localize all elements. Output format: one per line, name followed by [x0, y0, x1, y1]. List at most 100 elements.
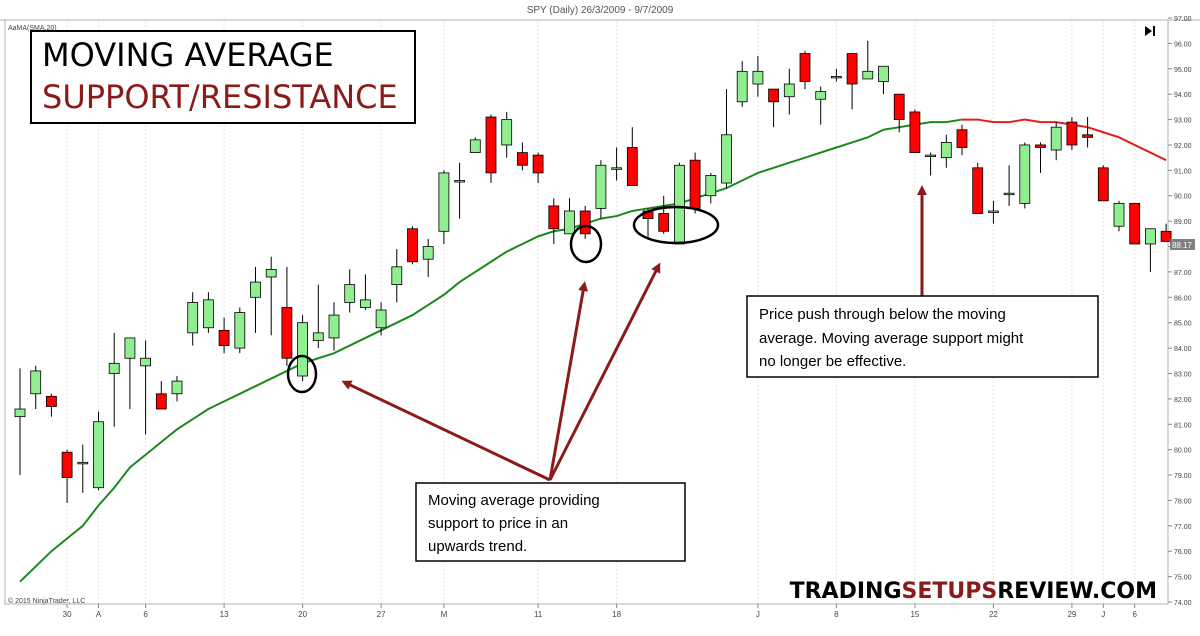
break-note-line-1: Price push through below the moving — [759, 306, 1006, 323]
candle — [344, 269, 356, 313]
candle — [359, 274, 371, 310]
y-tick-label: 90.00 — [1174, 194, 1192, 201]
candle-body-up — [705, 175, 717, 197]
candle-body-down — [626, 147, 638, 186]
candle — [579, 205, 591, 239]
candle — [768, 88, 779, 128]
y-tick-label: 82.00 — [1174, 397, 1192, 404]
y-tick-label: 91.00 — [1174, 168, 1192, 175]
candle — [422, 238, 434, 277]
candle-body-down — [658, 213, 670, 232]
arrow-to-ellipse-2 — [548, 281, 589, 481]
candle-body-up — [108, 362, 120, 374]
candle — [689, 152, 701, 214]
support-note-line-2: support to price in an — [428, 515, 568, 532]
candle-body-down — [1082, 134, 1093, 138]
x-tick-label: J — [756, 610, 760, 619]
candle — [1035, 142, 1046, 173]
candle-body-up — [501, 119, 513, 146]
candle-body-up — [862, 70, 874, 80]
candle-body-down — [1160, 230, 1172, 242]
candle — [1129, 202, 1141, 245]
candle — [940, 134, 952, 168]
candle — [1113, 200, 1125, 232]
candle — [705, 172, 717, 204]
candle-body-up — [30, 370, 42, 395]
candle — [752, 56, 764, 97]
y-tick-label: 80.00 — [1174, 448, 1192, 455]
y-tick-label: 96.00 — [1174, 41, 1192, 48]
candle-body-down — [893, 93, 905, 120]
candle-body-up — [988, 210, 999, 213]
candle-body-down — [1129, 202, 1141, 245]
candle — [407, 226, 418, 265]
annotation-arrows — [341, 185, 927, 482]
x-tick-label: 6 — [143, 610, 148, 619]
candle-body-up — [93, 421, 104, 489]
support-note-line-3: upwards trend. — [428, 538, 527, 555]
candle-body-down — [1066, 121, 1078, 146]
candle — [438, 170, 450, 244]
candle — [1019, 142, 1031, 209]
candle — [815, 86, 827, 125]
candle — [30, 365, 42, 410]
candle-body-up — [438, 172, 450, 232]
candle — [1097, 165, 1109, 202]
candle — [155, 381, 167, 410]
candle — [250, 266, 261, 333]
candle-body-down — [548, 205, 560, 230]
candle-body-up — [878, 65, 889, 82]
highlight-ellipse-1 — [286, 354, 318, 394]
candle — [674, 162, 685, 245]
candle — [218, 317, 230, 354]
y-tick-label: 76.00 — [1174, 549, 1192, 556]
arrow-to-ellipse-1 — [341, 380, 551, 482]
candle — [485, 114, 497, 184]
candle — [517, 142, 528, 171]
candle — [878, 65, 889, 95]
candle — [46, 393, 57, 417]
title-line-2: SUPPORT/RESISTANCE — [42, 78, 398, 116]
x-tick-label: 11 — [534, 610, 543, 619]
candle — [1050, 122, 1062, 161]
candle — [77, 444, 89, 493]
candle — [391, 249, 403, 303]
candle-body-down — [768, 88, 779, 103]
candle-body-up — [1050, 126, 1062, 151]
candle-body-up — [234, 312, 246, 349]
support-note: Moving average providing support to pric… — [415, 482, 686, 562]
indicator-label: AaMA(SMA,20) — [8, 25, 57, 32]
candle-body-down — [155, 393, 167, 410]
chart-header-title: SPY (Daily) 26/3/2009 - 9/7/2009 — [527, 5, 674, 16]
candle-body-up — [1019, 144, 1031, 204]
x-tick-label: 8 — [834, 610, 839, 619]
candle-body-up — [721, 134, 732, 184]
y-tick-label: 87.00 — [1174, 270, 1192, 277]
support-note-line-1: Moving average providing — [428, 492, 600, 509]
candle — [909, 109, 921, 153]
candle — [548, 198, 560, 244]
candle-body-down — [61, 451, 73, 478]
x-tick-label: 13 — [220, 610, 229, 619]
candle-body-up — [187, 301, 199, 334]
y-tick-label: 92.00 — [1174, 143, 1192, 150]
candle-body-down — [485, 116, 497, 174]
candle — [972, 162, 984, 214]
y-tick-label: 95.00 — [1174, 67, 1192, 74]
skip-to-end-icon[interactable] — [1145, 26, 1155, 36]
candle-body-up — [831, 76, 842, 79]
candle — [61, 449, 73, 503]
x-tick-label: A — [96, 610, 102, 619]
x-axis: 30 A 6 13 20 27 M 11 18 J 8 15 22 29 J 6 — [63, 604, 1137, 619]
candle-body-up — [1003, 192, 1015, 196]
y-tick-label: 83.00 — [1174, 371, 1192, 378]
candle-body-down — [689, 159, 701, 209]
candle-body-up — [265, 268, 277, 278]
title-line-1: MOVING AVERAGE — [42, 36, 334, 74]
candle — [893, 93, 905, 133]
candle — [1003, 165, 1015, 206]
candle-body-up — [14, 408, 26, 418]
x-tick-label: J — [1101, 610, 1105, 619]
highlight-ellipse-3 — [632, 205, 720, 245]
